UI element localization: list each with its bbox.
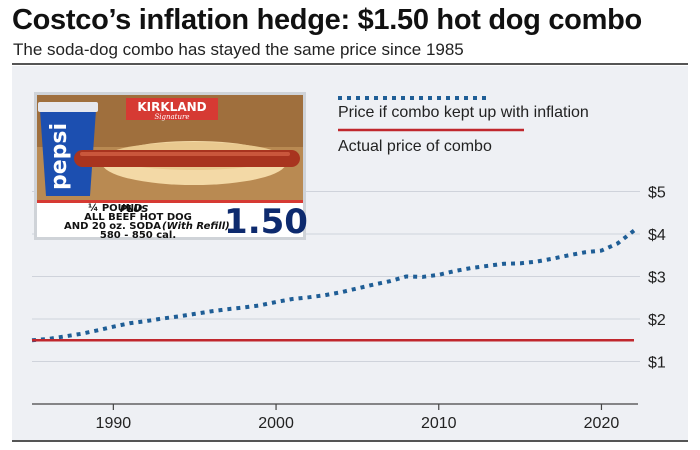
sign-price: 1.50 — [224, 202, 308, 242]
sign-line1a: ¼ POUND — [88, 202, 142, 214]
legend-inflation-label: Price if combo kept up with inflation — [338, 104, 589, 121]
kirkland-badge — [126, 98, 218, 120]
cup-text: pepsi — [47, 123, 72, 190]
sign-line3-note: (With Refill) — [162, 221, 230, 232]
x-tick-label: 2020 — [584, 415, 620, 432]
cup-icon — [40, 110, 96, 196]
y-tick-label: $1 — [648, 355, 666, 372]
menu-sign-image: pepsi KIRKLAND Signature ¼ POUND PLUS AL… — [34, 92, 308, 242]
x-axis-ticks: 1990 2000 2010 2020 — [32, 403, 638, 432]
sign-line2: ALL BEEF HOT DOG — [84, 212, 192, 223]
top-rule — [12, 63, 688, 65]
kirkland-sub: Signature — [154, 113, 189, 121]
x-tick-label: 2000 — [258, 415, 294, 432]
x-tick-label: 1990 — [96, 415, 132, 432]
bottom-rule — [12, 440, 688, 442]
sign-line1b: PLUS — [120, 204, 148, 215]
sign-line3: AND 20 oz. SODA — [64, 221, 161, 232]
chart-subtitle: The soda-dog combo has stayed the same p… — [13, 40, 464, 59]
x-tick-label: 2010 — [421, 415, 457, 432]
hot-dog-shine — [80, 152, 290, 156]
y-tick-label: $3 — [648, 270, 666, 287]
y-tick-label: $5 — [648, 185, 666, 202]
sign-line4: 580 - 850 cal. — [100, 230, 176, 241]
chart-title: Costco’s inflation hedge: $1.50 hot dog … — [12, 4, 642, 36]
y-tick-label: $4 — [648, 227, 666, 244]
series-layer — [31, 229, 636, 343]
legend-actual-label: Actual price of combo — [338, 138, 492, 155]
legend: Price if combo kept up with inflation Ac… — [338, 96, 589, 155]
cup-lid — [38, 102, 98, 112]
sign-divider — [37, 200, 303, 203]
inflation-series-line — [31, 229, 636, 343]
kirkland-brand: KIRKLAND — [137, 100, 206, 114]
y-axis-ticks: $1 $2 $3 $4 $5 — [648, 185, 666, 372]
y-tick-label: $2 — [648, 312, 666, 329]
sign-text-panel — [37, 200, 303, 237]
